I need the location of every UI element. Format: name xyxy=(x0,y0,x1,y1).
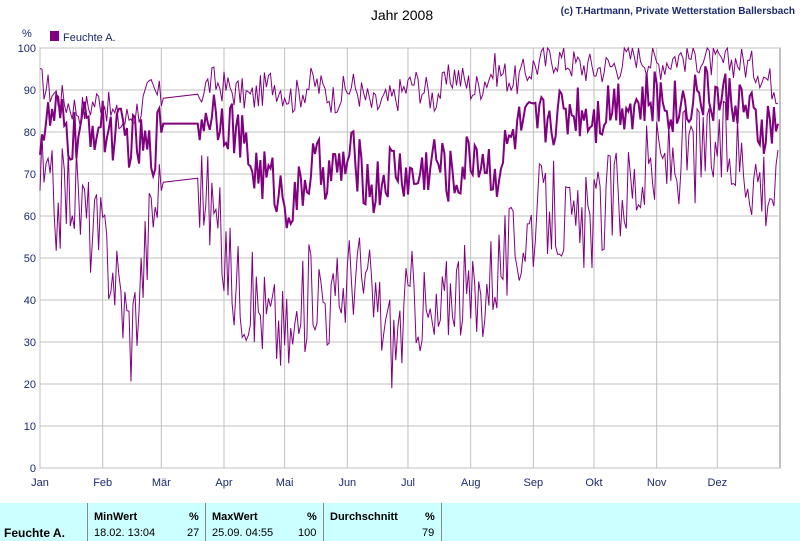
legend-swatch xyxy=(50,31,59,41)
min-value: 27 xyxy=(187,527,200,539)
y-tick-label: 0 xyxy=(30,463,36,475)
stats-label-cell: Feuchte A. xyxy=(0,503,88,541)
series-line-mean xyxy=(39,65,779,229)
stats-panel: Feuchte A. MinWert % 18.02. 13:04 27 Max… xyxy=(0,503,800,541)
y-tick-label: 70 xyxy=(24,169,36,181)
y-tick-label: 40 xyxy=(24,295,36,307)
x-tick-label: Mai xyxy=(276,477,294,489)
series-layer xyxy=(39,46,779,389)
min-header: MinWert xyxy=(94,511,138,523)
stats-row-label: Feuchte A. xyxy=(4,526,65,540)
y-tick-label: 60 xyxy=(24,211,36,223)
avg-value: 79 xyxy=(422,527,435,539)
x-tick-label: Nov xyxy=(647,477,667,489)
x-tick-label: Jul xyxy=(401,477,415,489)
x-tick-label: Mär xyxy=(152,477,171,489)
x-tick-label: Sep xyxy=(524,477,544,489)
max-unit: % xyxy=(307,511,317,523)
x-tick-label: Aug xyxy=(461,477,481,489)
y-tick-label: 80 xyxy=(24,127,36,139)
avg-cell: Durchschnitt % 79 xyxy=(324,503,442,541)
y-tick-label: 50 xyxy=(24,253,36,265)
avg-unit: % xyxy=(425,511,435,523)
x-tick-label: Apr xyxy=(215,477,232,489)
x-tick-label: Jun xyxy=(338,477,356,489)
y-tick-label: 10 xyxy=(24,421,36,433)
x-tick-label: Okt xyxy=(585,477,602,489)
x-tick-label: Dez xyxy=(708,477,728,489)
series-line-max xyxy=(39,46,778,130)
max-cell: MaxWert % 25.09. 04:55 100 xyxy=(206,503,324,541)
y-tick-label: 90 xyxy=(24,85,36,97)
min-time: 18.02. 13:04 xyxy=(94,527,156,539)
min-unit: % xyxy=(189,511,199,523)
max-header: MaxWert xyxy=(212,511,258,523)
humidity-chart: Jahr 2008 (c) T.Hartmann, Private Wetter… xyxy=(18,6,795,489)
axis-labels: 0 10 20 30 40 50 60 70 80 90 100 Jan Feb Mär Apr Mai Jun… xyxy=(18,43,727,489)
x-tick-label: Feb xyxy=(93,477,112,489)
chart-title: Jahr 2008 xyxy=(371,7,433,23)
y-tick-label: 30 xyxy=(24,337,36,349)
max-value: 100 xyxy=(298,527,317,539)
x-tick-label: Jan xyxy=(31,477,49,489)
series-line-min xyxy=(39,100,779,389)
min-cell: MinWert % 18.02. 13:04 27 xyxy=(88,503,206,541)
copyright-text: (c) T.Hartmann, Private Wetterstation Ba… xyxy=(561,6,795,17)
y-tick-label: 20 xyxy=(24,379,36,391)
y-axis-unit: % xyxy=(22,28,32,40)
max-time: 25.09. 04:55 xyxy=(212,527,274,539)
avg-header: Durchschnitt xyxy=(330,511,398,523)
legend-label: Feuchte A. xyxy=(63,32,116,44)
y-tick-label: 100 xyxy=(18,43,36,55)
